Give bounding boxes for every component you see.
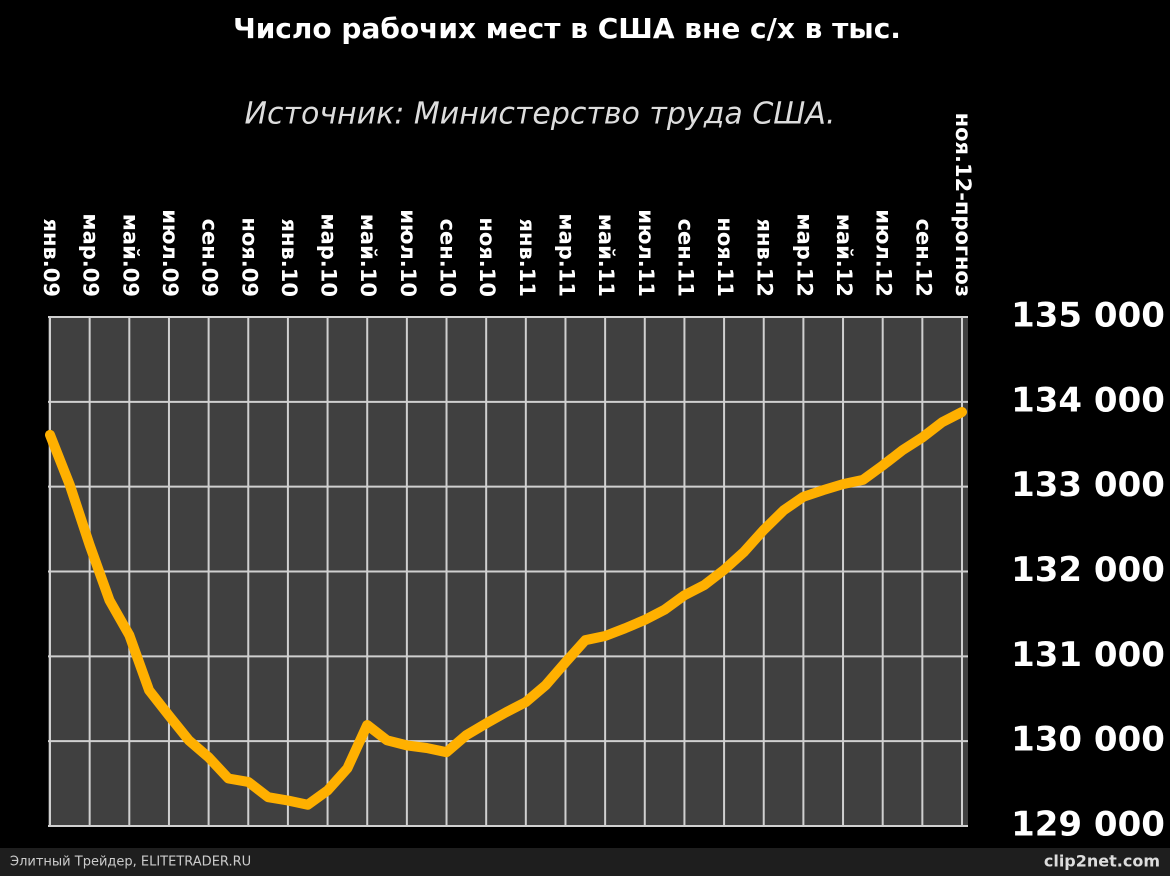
y-tick-label: 130 000 [1011,720,1165,760]
x-tick-label: май.09 [118,214,142,297]
x-tick-label: мар.09 [79,213,103,297]
line [45,407,967,810]
footer-bar [0,848,1170,876]
chart-title: Число рабочих мест в США вне с/х в тыс. [233,12,901,45]
x-tick-label: янв.12 [753,219,777,297]
x-tick-label: ноя.11 [713,217,737,297]
y-tick-label: 132 000 [1011,550,1165,590]
x-tick-label: сен.11 [673,219,697,297]
x-tick-label: янв.09 [39,219,63,297]
x-tick-label: май.10 [356,214,380,297]
x-tick-label: янв.10 [277,219,301,297]
x-tick-label: сен.12 [911,219,935,297]
x-tick-label: июл.09 [158,209,182,297]
y-tick-label: 129 000 [1011,805,1165,845]
y-tick-label: 133 000 [1011,465,1165,505]
x-tick-label: мар.10 [317,213,341,297]
x-tick-label: сен.09 [198,219,222,297]
x-tick-label: мар.12 [792,213,816,297]
x-tick-label: янв.11 [515,219,539,297]
x-tick-label: мар.11 [554,213,578,297]
y-tick-label: 131 000 [1011,635,1165,675]
footer-text: Элитный Трейдер, ELITETRADER.RU [10,855,251,870]
x-tick-label: июл.11 [634,209,658,297]
x-tick-label: июл.12 [872,209,896,297]
y-tick-label: 134 000 [1011,380,1165,420]
x-tick-label: май.12 [832,214,856,297]
x-tick-label: май.11 [594,214,618,297]
x-tick-label: ноя.12-прогноз [951,113,975,297]
watermark: clip2net.com [1044,852,1160,871]
x-tick-label: ноя.09 [237,217,261,297]
x-tick-label: июл.10 [396,209,420,297]
y-tick-label: 135 000 [1011,296,1165,336]
chart-subtitle: Источник: Министерство труда США. [245,97,836,132]
x-tick-label: ноя.10 [475,217,499,297]
x-tick-label: сен.10 [436,219,460,297]
